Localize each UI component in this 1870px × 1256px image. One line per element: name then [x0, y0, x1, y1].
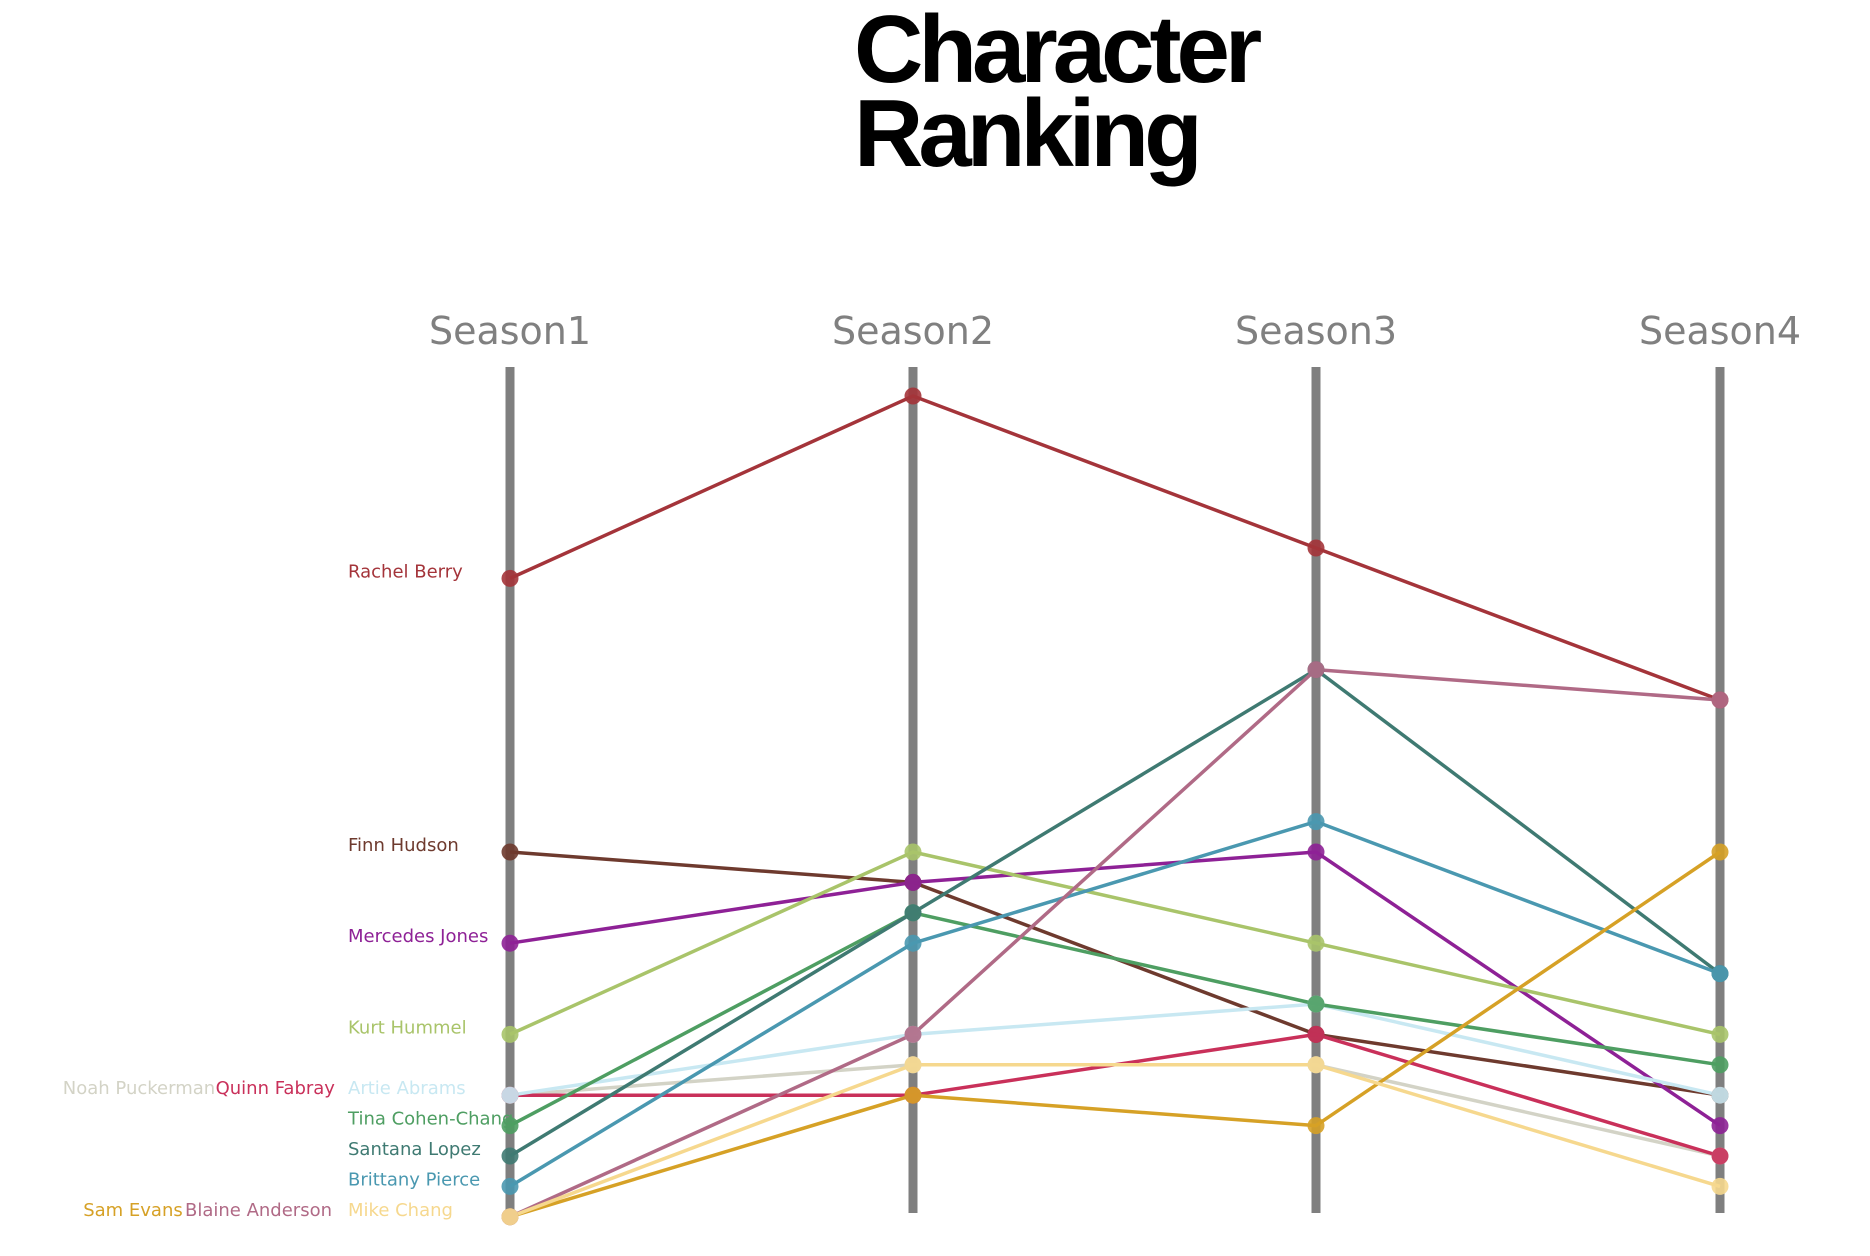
series-line	[509, 667, 1721, 1219]
series-line	[509, 1063, 1721, 1219]
data-point	[1711, 1117, 1729, 1135]
data-point	[1711, 1056, 1729, 1074]
series-label: Sam Evans	[83, 1200, 183, 1221]
data-point	[1711, 1086, 1729, 1104]
axis-label: Season2	[832, 309, 994, 353]
series-label: Brittany Pierce	[348, 1169, 480, 1190]
data-point	[1711, 1025, 1729, 1043]
data-point	[904, 1056, 922, 1074]
axis-label: Season3	[1235, 309, 1397, 353]
data-point	[1711, 965, 1729, 983]
data-point	[501, 1117, 519, 1135]
data-point	[1307, 1056, 1325, 1074]
series-label: Kurt Hummel	[348, 1017, 467, 1038]
data-point	[1307, 661, 1325, 679]
series-label: Artie Abrams	[348, 1078, 466, 1099]
data-point	[1307, 934, 1325, 952]
data-point	[904, 1025, 922, 1043]
series-line	[509, 850, 1721, 1219]
series-label: Tina Cohen-Chang	[347, 1109, 513, 1130]
data-point	[1307, 1117, 1325, 1135]
chart-title-line: Character	[854, 0, 1262, 103]
series-label: Finn Hudson	[348, 835, 459, 856]
series-label: Blaine Anderson	[185, 1200, 332, 1221]
data-point	[904, 387, 922, 405]
data-point	[501, 1025, 519, 1043]
data-point	[501, 569, 519, 587]
axis-label: Season4	[1639, 309, 1801, 353]
data-point	[1711, 1177, 1729, 1195]
data-point	[1711, 691, 1729, 709]
series-line	[509, 850, 1721, 1037]
data-point	[1711, 1147, 1729, 1165]
data-point	[904, 873, 922, 891]
data-point	[904, 934, 922, 952]
series-label: Rachel Berry	[348, 561, 463, 582]
chart-title: Character Ranking	[854, 0, 1414, 187]
data-point	[904, 843, 922, 861]
data-point	[501, 934, 519, 952]
data-point	[1307, 995, 1325, 1013]
series-label: Mike Chang	[348, 1200, 453, 1221]
series-label: Mercedes Jones	[348, 926, 488, 947]
data-point	[1711, 843, 1729, 861]
chart-title-line: Ranking	[854, 80, 1203, 187]
data-point	[904, 1086, 922, 1104]
series-label: Santana Lopez	[348, 1139, 481, 1160]
series-line	[509, 850, 1721, 1128]
series-label: Quinn Fabray	[216, 1078, 336, 1099]
series-line	[509, 394, 1721, 702]
data-point	[1307, 1025, 1325, 1043]
data-point	[501, 1086, 519, 1104]
series-line	[509, 667, 1722, 1158]
data-point	[904, 904, 922, 922]
series-label: Noah Puckerman	[63, 1078, 215, 1099]
axis-label: Season1	[429, 309, 591, 353]
series-line	[509, 911, 1721, 1128]
data-point	[1307, 843, 1325, 861]
data-point	[501, 1147, 519, 1165]
data-point	[501, 843, 519, 861]
data-point	[1307, 539, 1325, 557]
data-point	[501, 1208, 519, 1226]
series-line	[509, 819, 1721, 1188]
data-point	[501, 1177, 519, 1195]
data-point	[1307, 813, 1325, 831]
